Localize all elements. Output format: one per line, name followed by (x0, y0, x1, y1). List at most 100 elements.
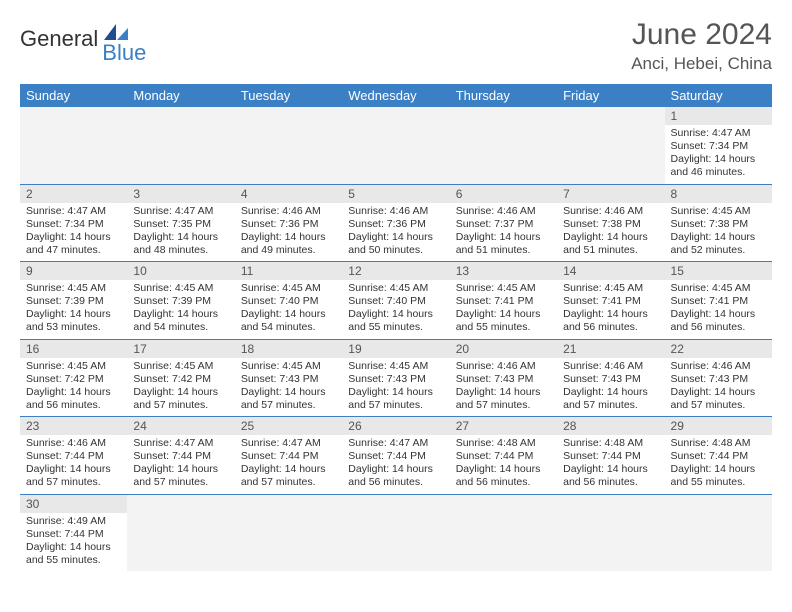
calendar-week-row: 2Sunrise: 4:47 AMSunset: 7:34 PMDaylight… (20, 184, 772, 262)
day-content: Sunrise: 4:45 AMSunset: 7:43 PMDaylight:… (342, 358, 449, 417)
calendar-day-cell: 13Sunrise: 4:45 AMSunset: 7:41 PMDayligh… (450, 262, 557, 340)
calendar-day-cell (557, 494, 664, 571)
day-content: Sunrise: 4:47 AMSunset: 7:44 PMDaylight:… (235, 435, 342, 494)
calendar-week-row: 16Sunrise: 4:45 AMSunset: 7:42 PMDayligh… (20, 339, 772, 417)
day-number: 29 (665, 417, 772, 435)
calendar-table: Sunday Monday Tuesday Wednesday Thursday… (20, 84, 772, 571)
calendar-day-cell (342, 494, 449, 571)
day-content: Sunrise: 4:46 AMSunset: 7:43 PMDaylight:… (557, 358, 664, 417)
day-content: Sunrise: 4:46 AMSunset: 7:43 PMDaylight:… (450, 358, 557, 417)
day-content: Sunrise: 4:47 AMSunset: 7:35 PMDaylight:… (127, 203, 234, 262)
day-content: Sunrise: 4:45 AMSunset: 7:38 PMDaylight:… (665, 203, 772, 262)
calendar-day-cell: 3Sunrise: 4:47 AMSunset: 7:35 PMDaylight… (127, 184, 234, 262)
day-number: 22 (665, 340, 772, 358)
weekday-header: Monday (127, 84, 234, 107)
day-content: Sunrise: 4:45 AMSunset: 7:41 PMDaylight:… (450, 280, 557, 339)
day-content: Sunrise: 4:46 AMSunset: 7:43 PMDaylight:… (665, 358, 772, 417)
calendar-week-row: 30Sunrise: 4:49 AMSunset: 7:44 PMDayligh… (20, 494, 772, 571)
day-number: 14 (557, 262, 664, 280)
weekday-header: Sunday (20, 84, 127, 107)
day-number: 1 (665, 107, 772, 125)
calendar-day-cell: 8Sunrise: 4:45 AMSunset: 7:38 PMDaylight… (665, 184, 772, 262)
day-number: 26 (342, 417, 449, 435)
day-number: 12 (342, 262, 449, 280)
calendar-day-cell: 7Sunrise: 4:46 AMSunset: 7:38 PMDaylight… (557, 184, 664, 262)
day-content: Sunrise: 4:47 AMSunset: 7:34 PMDaylight:… (20, 203, 127, 262)
day-number: 6 (450, 185, 557, 203)
day-number: 8 (665, 185, 772, 203)
calendar-day-cell: 11Sunrise: 4:45 AMSunset: 7:40 PMDayligh… (235, 262, 342, 340)
calendar-day-cell: 2Sunrise: 4:47 AMSunset: 7:34 PMDaylight… (20, 184, 127, 262)
calendar-day-cell: 12Sunrise: 4:45 AMSunset: 7:40 PMDayligh… (342, 262, 449, 340)
calendar-day-cell: 9Sunrise: 4:45 AMSunset: 7:39 PMDaylight… (20, 262, 127, 340)
day-number: 3 (127, 185, 234, 203)
day-number: 11 (235, 262, 342, 280)
calendar-day-cell: 20Sunrise: 4:46 AMSunset: 7:43 PMDayligh… (450, 339, 557, 417)
day-content: Sunrise: 4:45 AMSunset: 7:39 PMDaylight:… (20, 280, 127, 339)
calendar-day-cell: 24Sunrise: 4:47 AMSunset: 7:44 PMDayligh… (127, 417, 234, 495)
calendar-week-row: 1Sunrise: 4:47 AMSunset: 7:34 PMDaylight… (20, 107, 772, 184)
header: General Blue June 2024 Anci, Hebei, Chin… (20, 18, 772, 74)
day-content: Sunrise: 4:46 AMSunset: 7:38 PMDaylight:… (557, 203, 664, 262)
calendar-day-cell: 26Sunrise: 4:47 AMSunset: 7:44 PMDayligh… (342, 417, 449, 495)
day-number: 5 (342, 185, 449, 203)
calendar-day-cell: 30Sunrise: 4:49 AMSunset: 7:44 PMDayligh… (20, 494, 127, 571)
day-content: Sunrise: 4:45 AMSunset: 7:42 PMDaylight:… (127, 358, 234, 417)
day-content: Sunrise: 4:47 AMSunset: 7:44 PMDaylight:… (127, 435, 234, 494)
day-number: 24 (127, 417, 234, 435)
day-number: 25 (235, 417, 342, 435)
weekday-header: Thursday (450, 84, 557, 107)
calendar-day-cell: 4Sunrise: 4:46 AMSunset: 7:36 PMDaylight… (235, 184, 342, 262)
day-content: Sunrise: 4:49 AMSunset: 7:44 PMDaylight:… (20, 513, 127, 572)
calendar-day-cell: 17Sunrise: 4:45 AMSunset: 7:42 PMDayligh… (127, 339, 234, 417)
day-number: 7 (557, 185, 664, 203)
calendar-day-cell: 23Sunrise: 4:46 AMSunset: 7:44 PMDayligh… (20, 417, 127, 495)
calendar-week-row: 9Sunrise: 4:45 AMSunset: 7:39 PMDaylight… (20, 262, 772, 340)
calendar-week-row: 23Sunrise: 4:46 AMSunset: 7:44 PMDayligh… (20, 417, 772, 495)
day-content: Sunrise: 4:46 AMSunset: 7:36 PMDaylight:… (235, 203, 342, 262)
calendar-day-cell (20, 107, 127, 184)
day-content: Sunrise: 4:45 AMSunset: 7:42 PMDaylight:… (20, 358, 127, 417)
calendar-day-cell (235, 494, 342, 571)
month-year: June 2024 (631, 18, 772, 52)
day-content: Sunrise: 4:46 AMSunset: 7:37 PMDaylight:… (450, 203, 557, 262)
weekday-header: Wednesday (342, 84, 449, 107)
calendar-day-cell: 18Sunrise: 4:45 AMSunset: 7:43 PMDayligh… (235, 339, 342, 417)
calendar-day-cell (235, 107, 342, 184)
location: Anci, Hebei, China (631, 54, 772, 74)
calendar-day-cell (450, 494, 557, 571)
calendar-day-cell: 14Sunrise: 4:45 AMSunset: 7:41 PMDayligh… (557, 262, 664, 340)
calendar-day-cell: 10Sunrise: 4:45 AMSunset: 7:39 PMDayligh… (127, 262, 234, 340)
day-content: Sunrise: 4:46 AMSunset: 7:44 PMDaylight:… (20, 435, 127, 494)
day-number: 20 (450, 340, 557, 358)
weekday-header: Friday (557, 84, 664, 107)
day-content: Sunrise: 4:45 AMSunset: 7:40 PMDaylight:… (235, 280, 342, 339)
calendar-day-cell (127, 107, 234, 184)
calendar-day-cell: 25Sunrise: 4:47 AMSunset: 7:44 PMDayligh… (235, 417, 342, 495)
day-content: Sunrise: 4:45 AMSunset: 7:40 PMDaylight:… (342, 280, 449, 339)
day-number: 9 (20, 262, 127, 280)
day-number: 19 (342, 340, 449, 358)
title-block: June 2024 Anci, Hebei, China (631, 18, 772, 74)
weekday-header-row: Sunday Monday Tuesday Wednesday Thursday… (20, 84, 772, 107)
calendar-day-cell (665, 494, 772, 571)
logo-text-sub: Blue (102, 40, 146, 66)
calendar-day-cell: 27Sunrise: 4:48 AMSunset: 7:44 PMDayligh… (450, 417, 557, 495)
day-number: 23 (20, 417, 127, 435)
calendar-day-cell (557, 107, 664, 184)
day-number: 27 (450, 417, 557, 435)
day-number: 16 (20, 340, 127, 358)
day-number: 2 (20, 185, 127, 203)
day-number: 15 (665, 262, 772, 280)
day-content: Sunrise: 4:48 AMSunset: 7:44 PMDaylight:… (665, 435, 772, 494)
calendar-day-cell: 6Sunrise: 4:46 AMSunset: 7:37 PMDaylight… (450, 184, 557, 262)
day-number: 30 (20, 495, 127, 513)
day-number: 10 (127, 262, 234, 280)
weekday-header: Saturday (665, 84, 772, 107)
calendar-day-cell: 21Sunrise: 4:46 AMSunset: 7:43 PMDayligh… (557, 339, 664, 417)
calendar-day-cell: 15Sunrise: 4:45 AMSunset: 7:41 PMDayligh… (665, 262, 772, 340)
day-content: Sunrise: 4:47 AMSunset: 7:34 PMDaylight:… (665, 125, 772, 184)
day-number: 18 (235, 340, 342, 358)
calendar-day-cell: 28Sunrise: 4:48 AMSunset: 7:44 PMDayligh… (557, 417, 664, 495)
weekday-header: Tuesday (235, 84, 342, 107)
